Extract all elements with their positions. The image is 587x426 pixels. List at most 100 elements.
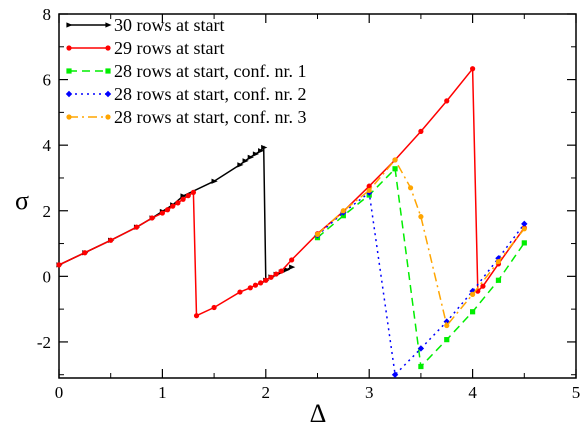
data-point bbox=[258, 148, 265, 154]
legend-item-3: 28 rows at start, conf. nr. 1 bbox=[66, 61, 306, 81]
data-point bbox=[56, 262, 62, 268]
data-point bbox=[149, 215, 155, 221]
data-point bbox=[82, 250, 88, 256]
data-point bbox=[190, 189, 197, 195]
series-1 bbox=[56, 144, 296, 283]
data-point bbox=[444, 337, 450, 343]
data-point bbox=[521, 226, 527, 232]
data-point bbox=[180, 196, 186, 202]
x-tick-label: 2 bbox=[262, 383, 271, 402]
legend-item-2: 29 rows at start bbox=[66, 38, 224, 58]
data-point bbox=[175, 200, 181, 206]
data-point bbox=[170, 203, 176, 209]
data-point bbox=[418, 214, 424, 220]
data-point bbox=[392, 166, 398, 172]
data-point bbox=[495, 277, 502, 283]
series-line bbox=[58, 66, 525, 317]
data-point bbox=[258, 280, 264, 286]
y-tick-label: 0 bbox=[43, 267, 52, 286]
data-point bbox=[289, 257, 295, 263]
legend-marker bbox=[105, 22, 112, 28]
series-5 bbox=[314, 157, 527, 329]
legend-marker bbox=[66, 22, 73, 28]
y-tick-label: 2 bbox=[43, 202, 52, 221]
data-point bbox=[252, 282, 259, 288]
data-point bbox=[418, 363, 424, 370]
y-axis-label: σ bbox=[15, 186, 29, 215]
series-layer bbox=[56, 66, 528, 378]
data-point bbox=[278, 268, 284, 274]
data-point bbox=[444, 322, 450, 329]
data-point bbox=[391, 371, 399, 378]
data-point bbox=[263, 277, 269, 283]
data-point bbox=[444, 98, 450, 104]
data-point bbox=[268, 274, 274, 280]
data-point bbox=[470, 291, 476, 297]
data-point bbox=[340, 208, 346, 214]
data-point bbox=[289, 264, 296, 270]
x-tick-label: 5 bbox=[572, 383, 581, 402]
data-point bbox=[159, 210, 165, 216]
legend-marker bbox=[66, 45, 72, 51]
legend-label: 29 rows at start bbox=[114, 38, 224, 58]
data-point bbox=[247, 154, 254, 160]
data-point bbox=[470, 309, 476, 315]
data-point bbox=[521, 220, 528, 228]
x-axis-label: Δ bbox=[310, 399, 327, 426]
data-point bbox=[480, 283, 486, 289]
data-point bbox=[242, 158, 249, 164]
data-point bbox=[237, 289, 243, 295]
data-point bbox=[252, 151, 260, 157]
legend-marker bbox=[65, 90, 73, 98]
series-line bbox=[316, 158, 525, 328]
data-point bbox=[211, 178, 218, 184]
data-point bbox=[133, 224, 140, 230]
x-tick-label: 0 bbox=[55, 383, 64, 402]
x-tick-label: 3 bbox=[365, 383, 374, 402]
data-point bbox=[417, 345, 425, 352]
data-point bbox=[366, 183, 372, 189]
data-point bbox=[340, 213, 346, 219]
x-tick-label: 4 bbox=[468, 383, 477, 402]
ticks-layer: 0 1 2 3 4 5 -2 0 2 4 6 8 bbox=[37, 5, 580, 402]
data-point bbox=[470, 66, 476, 72]
legend-label: 28 rows at start, conf. nr. 2 bbox=[114, 84, 306, 104]
legend-label: 28 rows at start, conf. nr. 1 bbox=[114, 61, 306, 81]
y-tick-label: 4 bbox=[43, 136, 52, 155]
data-point bbox=[261, 144, 268, 151]
y-tick-label: 6 bbox=[43, 71, 52, 90]
legend: 30 rows at start 29 rows at start 28 rows … bbox=[65, 15, 306, 127]
data-point bbox=[193, 313, 200, 319]
legend-label: 28 rows at start, conf. nr. 3 bbox=[114, 107, 306, 127]
legend-marker bbox=[105, 114, 111, 120]
legend-marker bbox=[66, 68, 72, 74]
data-point bbox=[273, 271, 279, 277]
legend-label: 30 rows at start bbox=[114, 15, 224, 35]
y-tick-label: -2 bbox=[37, 333, 51, 352]
data-point bbox=[164, 207, 171, 213]
x-tick-label: 1 bbox=[158, 383, 167, 402]
data-point bbox=[283, 267, 291, 273]
data-point bbox=[314, 231, 321, 237]
data-point bbox=[108, 237, 114, 243]
legend-marker bbox=[105, 68, 111, 74]
data-point bbox=[247, 285, 253, 291]
plot-area: 0 1 2 3 4 5 -2 0 2 4 6 8 bbox=[37, 5, 580, 402]
series-2 bbox=[56, 66, 527, 319]
y-tick-label: 8 bbox=[43, 5, 52, 24]
data-point bbox=[237, 162, 244, 168]
legend-marker bbox=[105, 45, 111, 51]
data-point bbox=[418, 128, 424, 134]
legend-item-1: 30 rows at start bbox=[66, 15, 224, 35]
data-point bbox=[521, 240, 527, 246]
data-point bbox=[407, 185, 414, 191]
legend-item-5: 28 rows at start, conf. nr. 3 bbox=[66, 107, 306, 127]
data-point bbox=[211, 304, 217, 311]
data-point bbox=[366, 187, 372, 194]
data-point bbox=[495, 258, 502, 265]
legend-item-4: 28 rows at start, conf. nr. 2 bbox=[65, 84, 306, 104]
legend-marker bbox=[66, 114, 72, 120]
series-line bbox=[58, 145, 292, 282]
data-point bbox=[185, 193, 191, 199]
